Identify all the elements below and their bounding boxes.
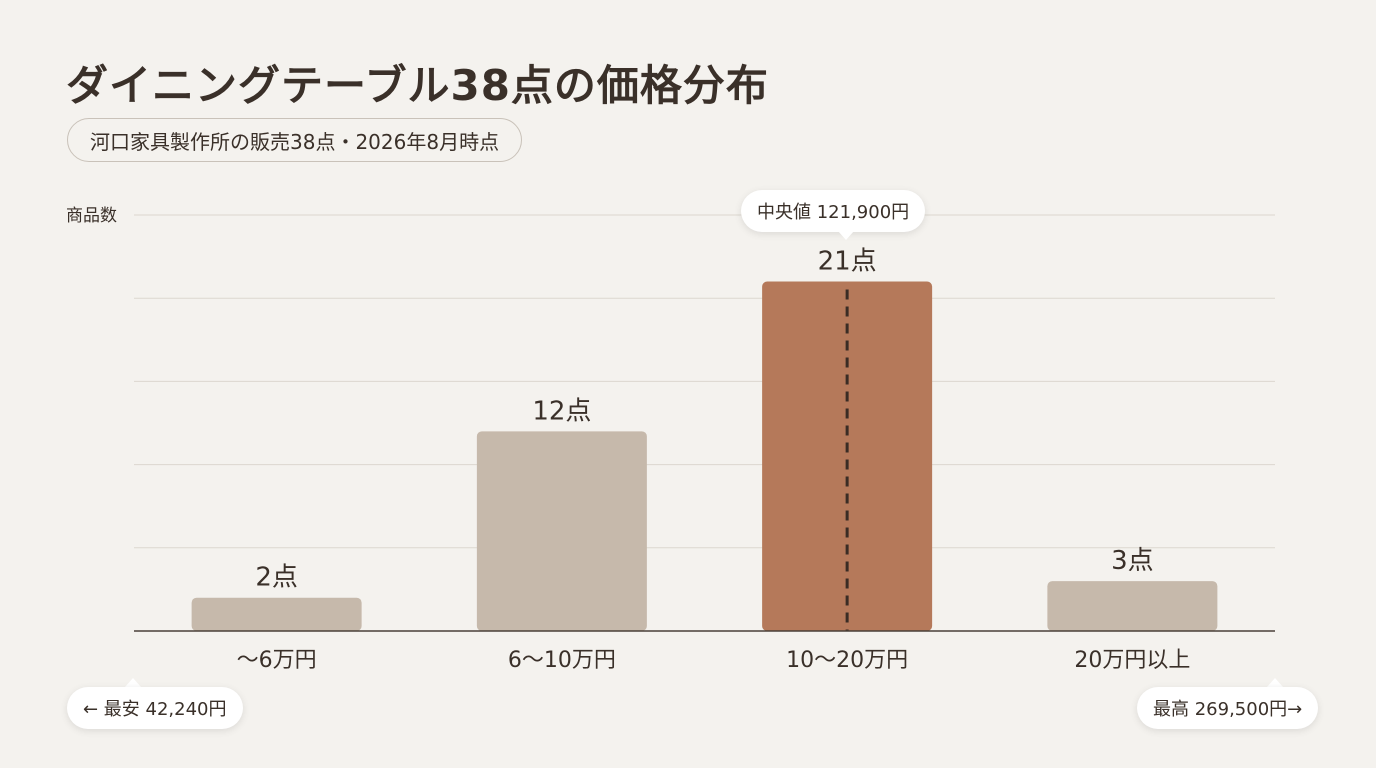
- y-axis-label: 商品数: [66, 206, 117, 226]
- x-tick-label: 20万円以上: [1074, 648, 1190, 673]
- median-callout: 中央値 121,900円: [741, 190, 926, 232]
- bar: [191, 597, 362, 631]
- median-callout-tail: [838, 231, 854, 240]
- max-callout-tail: [1267, 678, 1283, 687]
- data-label: 12点: [532, 396, 591, 426]
- bar: [476, 431, 647, 631]
- data-label: 3点: [1111, 546, 1154, 576]
- data-label: 21点: [818, 247, 877, 277]
- min-callout-tail: [125, 678, 141, 687]
- x-tick-label: 〜6万円: [237, 648, 317, 673]
- max-price-callout: 最高 269,500円→: [1137, 687, 1319, 729]
- bar: [1047, 581, 1218, 631]
- subtitle-badge: 河口家具製作所の販売38点・2026年8月時点: [67, 118, 523, 162]
- x-tick-label: 6〜10万円: [508, 648, 616, 673]
- data-label: 2点: [255, 563, 298, 593]
- x-tick-label: 10〜20万円: [786, 648, 908, 673]
- chart-title: ダイニングテーブル38点の価格分布: [66, 61, 769, 110]
- min-price-callout: ← 最安 42,240円: [67, 687, 243, 729]
- bar: [762, 281, 933, 631]
